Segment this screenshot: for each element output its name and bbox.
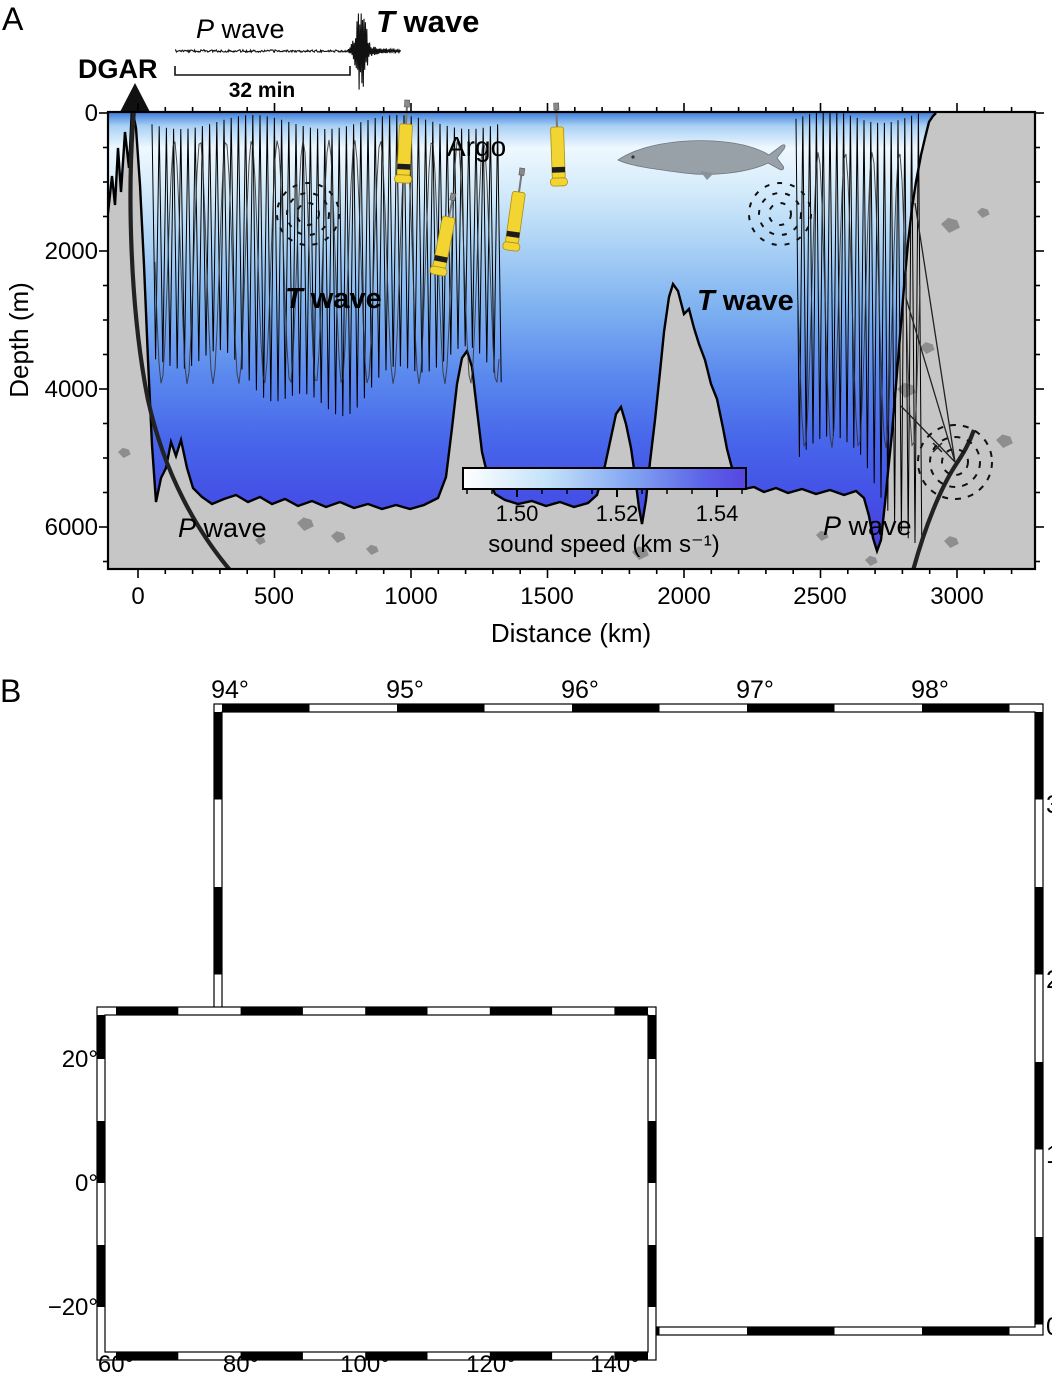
seismogram-scalebar (174, 66, 351, 76)
y-tick: 4000 (45, 376, 98, 403)
p-wave-path-left (128, 112, 232, 569)
x-tick: 3000 (930, 583, 983, 610)
earthquake-source-icon (917, 424, 993, 500)
ocean-sound-speed-section (108, 112, 936, 551)
seismogram-t-wave-label: T wave (376, 4, 479, 39)
bathymetry-profile (108, 112, 937, 555)
crust-fragments (118, 207, 1013, 566)
panel-b-map: B (0, 673, 1052, 1374)
whale-icon (617, 140, 786, 180)
panel-b-letter: B (0, 673, 21, 709)
t-wave-label-left: T wave (285, 283, 382, 315)
sound-radiation-icon-left (276, 182, 340, 246)
seismogram-trace (174, 13, 401, 90)
t-wave-trace-right-2 (797, 152, 921, 448)
inset-lat-tick: 20° (62, 1046, 98, 1073)
inset-map: 2005 M 8.6 KUM PSI DGAR WRAB T−wave Sund… (48, 1006, 657, 1374)
colorbar-tick: 1.52 (596, 501, 639, 526)
colorbar-tick: 1.50 (496, 501, 539, 526)
inset-lon-tick: 60° (98, 1351, 134, 1374)
colorbar-sound-speed: 1.50 1.52 1.54 sound speed (km s⁻¹) (462, 467, 747, 558)
x-tick: 1000 (384, 583, 437, 610)
x-tick: 0 (131, 583, 144, 610)
colorbar-title: sound speed (km s⁻¹) (488, 531, 719, 558)
y-tick: 0 (85, 100, 98, 127)
sound-radiation-icon-right (748, 182, 812, 246)
seismogram-p-wave-label: P wave (196, 14, 285, 44)
p-wave-label-left: P wave (178, 513, 267, 543)
lat-tick: 0° (1046, 1313, 1052, 1341)
lon-tick: 95° (386, 676, 424, 704)
x-tick: 2500 (793, 583, 846, 610)
x-axis-title: Distance (km) (491, 618, 651, 648)
lon-tick: 94° (211, 676, 249, 704)
lon-tick: 97° (736, 676, 774, 704)
panel-a-cross-section: A DGAR P wave T wave 32 min (2, 1, 1044, 648)
colorbar-tick: 1.54 (696, 501, 739, 526)
p-wave-label-right: P wave (823, 511, 912, 541)
inset-lon-tick: 100° (340, 1351, 390, 1374)
x-tick: 2000 (657, 583, 710, 610)
inset-lon-tick: 80° (223, 1351, 259, 1374)
t-wave-trace-left (151, 114, 502, 417)
station-triangle-dgar (120, 83, 150, 112)
lat-tick: 1° (1046, 1141, 1052, 1169)
t-wave-conversion-rays (900, 202, 956, 463)
ray-cross-mark (932, 442, 943, 453)
inset-lat-tick: −20° (48, 1294, 98, 1321)
station-label-dgar: DGAR (78, 54, 158, 84)
lon-tick: 96° (561, 676, 599, 704)
panel-a-letter: A (2, 1, 24, 37)
inset-lat-tick: 0° (75, 1170, 98, 1197)
t-wave-trace-left-2 (154, 139, 500, 385)
t-wave-label-right: T wave (697, 285, 794, 317)
lon-tick: 98° (911, 676, 949, 704)
y-axis-title: Depth (m) (4, 282, 34, 398)
p-wave-path-right (911, 429, 976, 569)
inset-frame (96, 1006, 657, 1361)
plot-frame (106, 110, 1037, 571)
lat-tick: 2° (1046, 966, 1052, 994)
inset-lon-tick: 140° (590, 1351, 640, 1374)
argo-label: Argo (447, 131, 506, 162)
inset-lon-tick: 120° (466, 1351, 516, 1374)
x-tick: 1500 (520, 583, 573, 610)
x-tick: 500 (254, 583, 294, 610)
lat-tick: 3° (1046, 791, 1052, 819)
seismogram-scale-label: 32 min (229, 79, 296, 102)
y-tick: 6000 (45, 514, 98, 541)
y-tick: 2000 (45, 238, 98, 265)
